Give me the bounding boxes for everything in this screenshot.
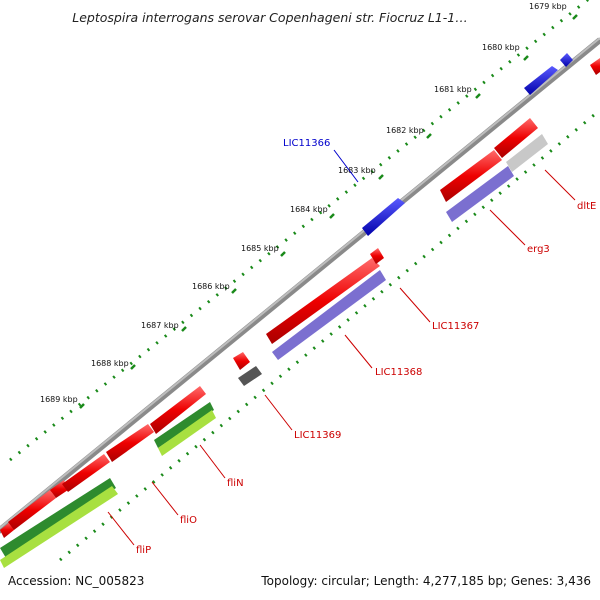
major-tick: [181, 326, 187, 332]
leader-erg3: [489, 209, 526, 246]
major-tick: [130, 364, 136, 370]
gene-red-4[interactable]: [62, 454, 110, 492]
gene-red-10[interactable]: [440, 150, 502, 202]
major-tick: [572, 14, 578, 20]
genome-backbone: [0, 37, 600, 534]
gene-fwd-1679[interactable]: [560, 53, 573, 67]
cds-fliP-dark[interactable]: [0, 478, 116, 558]
gene-red-5[interactable]: [106, 424, 154, 462]
gene-red-9[interactable]: [370, 248, 384, 264]
tick-label: 1689 kbp: [40, 395, 78, 404]
major-tick: [426, 133, 432, 139]
gene-fwd-1680[interactable]: [524, 66, 558, 95]
gene-red-8[interactable]: [266, 258, 380, 344]
label-fliO[interactable]: fliO: [180, 515, 197, 526]
label-LIC11368[interactable]: LIC11368: [375, 367, 422, 378]
tick-label: 1685 kbp: [241, 244, 279, 253]
cds-erg3[interactable]: [446, 166, 514, 222]
tick-label: 1681 kbp: [434, 85, 472, 94]
tick-label: 1683 kbp: [338, 166, 376, 175]
tick-label: 1684 kbp: [290, 205, 328, 214]
backbone-highlight: [0, 37, 600, 530]
label-LIC11369[interactable]: LIC11369: [294, 430, 341, 441]
leader-dltE: [544, 169, 576, 201]
label-LIC11366[interactable]: LIC11366: [283, 138, 330, 149]
tick-label: 1682 kbp: [386, 126, 424, 135]
leader-fliO: [151, 481, 179, 516]
gene-LIC11366[interactable]: [362, 198, 405, 236]
reverse-strand-genes: [0, 58, 600, 538]
inner-tick-ruler: [59, 108, 600, 562]
forward-strand-genes: [362, 53, 573, 236]
accession-text: Accession: NC_005823: [8, 574, 145, 588]
gene-red-1[interactable]: [0, 522, 14, 538]
leader-fliP: [107, 511, 135, 546]
cds-features: [0, 134, 548, 568]
label-LIC11367[interactable]: LIC11367: [432, 321, 479, 332]
summary-text: Topology: circular; Length: 4,277,185 bp…: [261, 574, 591, 588]
cds-fliP-light[interactable]: [0, 486, 118, 568]
leader-LIC11367: [399, 287, 431, 323]
major-tick: [79, 403, 85, 409]
gene-red-2[interactable]: [8, 490, 56, 530]
tick-label: 1680 kbp: [482, 43, 520, 52]
label-leaders: [107, 149, 576, 546]
tick-label: 1679 kbp: [529, 2, 567, 11]
map-title: Leptospira interrogans serovar Copenhage…: [72, 10, 468, 25]
backbone-line: [0, 37, 600, 534]
major-tick: [231, 288, 237, 294]
cds-LIC11368[interactable]: [272, 270, 386, 360]
tick-marks: 1679 kbp 1680 kbp 1681 kbp 1682 kbp 1683 kbp…: [40, 2, 578, 409]
label-fliN[interactable]: fliN: [227, 478, 244, 489]
gene-red-12[interactable]: [590, 58, 600, 75]
gene-red-6[interactable]: [150, 386, 206, 434]
gene-red-7[interactable]: [233, 352, 250, 370]
cds-LIC11369[interactable]: [238, 366, 262, 386]
outer-minor-ticks: [9, 0, 590, 462]
tick-label: 1686 kbp: [192, 282, 230, 291]
label-fliP[interactable]: fliP: [136, 545, 151, 556]
major-tick: [378, 174, 384, 180]
major-tick: [475, 93, 481, 99]
cds-fliN-dark[interactable]: [154, 402, 214, 448]
leader-LIC11369: [264, 394, 293, 431]
outer-tick-ruler: [9, 0, 590, 462]
leader-LIC11368: [344, 334, 373, 369]
tick-label: 1687 kbp: [141, 321, 179, 330]
leader-fliN: [199, 444, 226, 479]
gene-red-11[interactable]: [494, 118, 538, 158]
cds-dltE[interactable]: [506, 134, 548, 172]
label-dltE[interactable]: dltE: [577, 201, 596, 212]
label-erg3[interactable]: erg3: [527, 244, 550, 255]
major-tick: [329, 213, 335, 219]
cds-fliN-light[interactable]: [158, 410, 216, 456]
gene-labels: LIC11366 dltE erg3 LIC11367 LIC11368 LIC…: [136, 138, 596, 556]
major-tick: [280, 251, 286, 257]
tick-label: 1688 kbp: [91, 359, 129, 368]
leader-LIC11366: [333, 149, 359, 183]
major-tick: [523, 55, 529, 61]
